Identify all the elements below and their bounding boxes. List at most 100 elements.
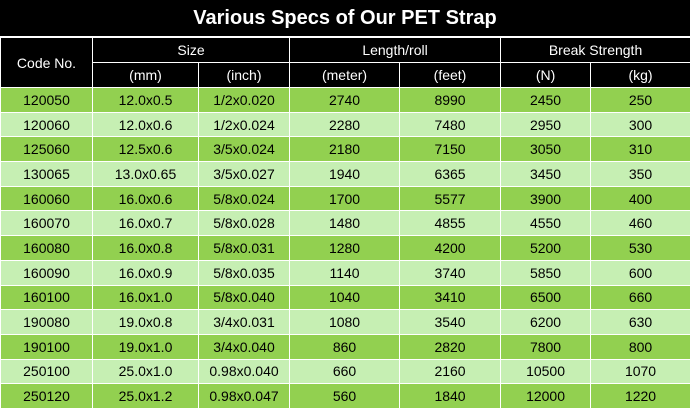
cell-break-kg: 530 xyxy=(591,236,690,261)
cell-size-mm: 12.5x0.6 xyxy=(93,137,199,162)
cell-code: 125060 xyxy=(1,137,93,162)
cell-break-kg: 310 xyxy=(591,137,690,162)
cell-code: 160090 xyxy=(1,260,93,285)
cell-break-n: 7800 xyxy=(501,334,591,359)
header-code: Code No. xyxy=(1,38,93,88)
cell-break-kg: 400 xyxy=(591,186,690,211)
cell-length-meter: 2740 xyxy=(290,88,400,113)
cell-code: 160080 xyxy=(1,236,93,261)
cell-code: 160070 xyxy=(1,211,93,236)
cell-length-feet: 4855 xyxy=(400,211,501,236)
cell-size-inch: 5/8x0.031 xyxy=(199,236,290,261)
cell-size-inch: 5/8x0.040 xyxy=(199,285,290,310)
cell-length-meter: 2280 xyxy=(290,112,400,137)
cell-length-feet: 3540 xyxy=(400,310,501,335)
cell-size-inch: 1/2x0.024 xyxy=(199,112,290,137)
cell-code: 190100 xyxy=(1,334,93,359)
cell-break-kg: 350 xyxy=(591,162,690,187)
cell-code: 130065 xyxy=(1,162,93,187)
cell-size-inch: 5/8x0.035 xyxy=(199,260,290,285)
cell-size-inch: 0.98x0.040 xyxy=(199,359,290,384)
cell-size-mm: 13.0x0.65 xyxy=(93,162,199,187)
cell-length-meter: 2180 xyxy=(290,137,400,162)
cell-length-feet: 7480 xyxy=(400,112,501,137)
cell-size-mm: 16.0x0.7 xyxy=(93,211,199,236)
cell-length-feet: 3740 xyxy=(400,260,501,285)
cell-length-meter: 1700 xyxy=(290,186,400,211)
cell-length-feet: 6365 xyxy=(400,162,501,187)
cell-break-kg: 630 xyxy=(591,310,690,335)
cell-size-inch: 3/5x0.024 xyxy=(199,137,290,162)
cell-code: 160060 xyxy=(1,186,93,211)
cell-break-kg: 1070 xyxy=(591,359,690,384)
header-mm: (mm) xyxy=(93,63,199,88)
cell-length-feet: 5577 xyxy=(400,186,501,211)
spec-table: Code No. Size Length/roll Break Strength… xyxy=(0,37,690,409)
cell-code: 190080 xyxy=(1,310,93,335)
header-break-strength: Break Strength xyxy=(501,38,690,63)
cell-length-feet: 2820 xyxy=(400,334,501,359)
header-length: Length/roll xyxy=(290,38,501,63)
cell-size-mm: 16.0x0.9 xyxy=(93,260,199,285)
cell-code: 120060 xyxy=(1,112,93,137)
cell-size-inch: 3/4x0.040 xyxy=(199,334,290,359)
cell-length-meter: 1080 xyxy=(290,310,400,335)
cell-length-feet: 2160 xyxy=(400,359,501,384)
cell-break-kg: 660 xyxy=(591,285,690,310)
cell-break-kg: 250 xyxy=(591,88,690,113)
cell-size-inch: 1/2x0.020 xyxy=(199,88,290,113)
cell-length-feet: 3410 xyxy=(400,285,501,310)
header-size: Size xyxy=(93,38,290,63)
cell-size-mm: 16.0x0.6 xyxy=(93,186,199,211)
cell-length-meter: 1040 xyxy=(290,285,400,310)
cell-break-n: 5850 xyxy=(501,260,591,285)
table-header: Code No. Size Length/roll Break Strength… xyxy=(1,38,690,88)
cell-length-meter: 1280 xyxy=(290,236,400,261)
cell-length-meter: 1940 xyxy=(290,162,400,187)
header-inch: (inch) xyxy=(199,63,290,88)
cell-size-mm: 19.0x0.8 xyxy=(93,310,199,335)
cell-size-inch: 5/8x0.024 xyxy=(199,186,290,211)
cell-size-mm: 25.0x1.0 xyxy=(93,359,199,384)
cell-break-n: 3050 xyxy=(501,137,591,162)
cell-break-n: 10500 xyxy=(501,359,591,384)
cell-size-inch: 3/5x0.027 xyxy=(199,162,290,187)
cell-code: 250100 xyxy=(1,359,93,384)
cell-break-n: 3450 xyxy=(501,162,591,187)
cell-size-inch: 3/4x0.031 xyxy=(199,310,290,335)
cell-size-mm: 19.0x1.0 xyxy=(93,334,199,359)
header-kg: (kg) xyxy=(591,63,690,88)
cell-break-kg: 600 xyxy=(591,260,690,285)
header-n: (N) xyxy=(501,63,591,88)
cell-length-feet: 4200 xyxy=(400,236,501,261)
cell-break-n: 6500 xyxy=(501,285,591,310)
cell-break-kg: 460 xyxy=(591,211,690,236)
cell-break-n: 5200 xyxy=(501,236,591,261)
header-meter: (meter) xyxy=(290,63,400,88)
cell-size-inch: 5/8x0.028 xyxy=(199,211,290,236)
cell-break-n: 3900 xyxy=(501,186,591,211)
page-title: Various Specs of Our PET Strap xyxy=(0,0,690,37)
cell-code: 160100 xyxy=(1,285,93,310)
cell-length-meter: 860 xyxy=(290,334,400,359)
cell-size-mm: 16.0x1.0 xyxy=(93,285,199,310)
cell-break-kg: 800 xyxy=(591,334,690,359)
cell-length-meter: 1140 xyxy=(290,260,400,285)
cell-break-n: 6200 xyxy=(501,310,591,335)
cell-length-feet: 8990 xyxy=(400,88,501,113)
cell-break-n: 2450 xyxy=(501,88,591,113)
cell-size-mm: 12.0x0.6 xyxy=(93,112,199,137)
